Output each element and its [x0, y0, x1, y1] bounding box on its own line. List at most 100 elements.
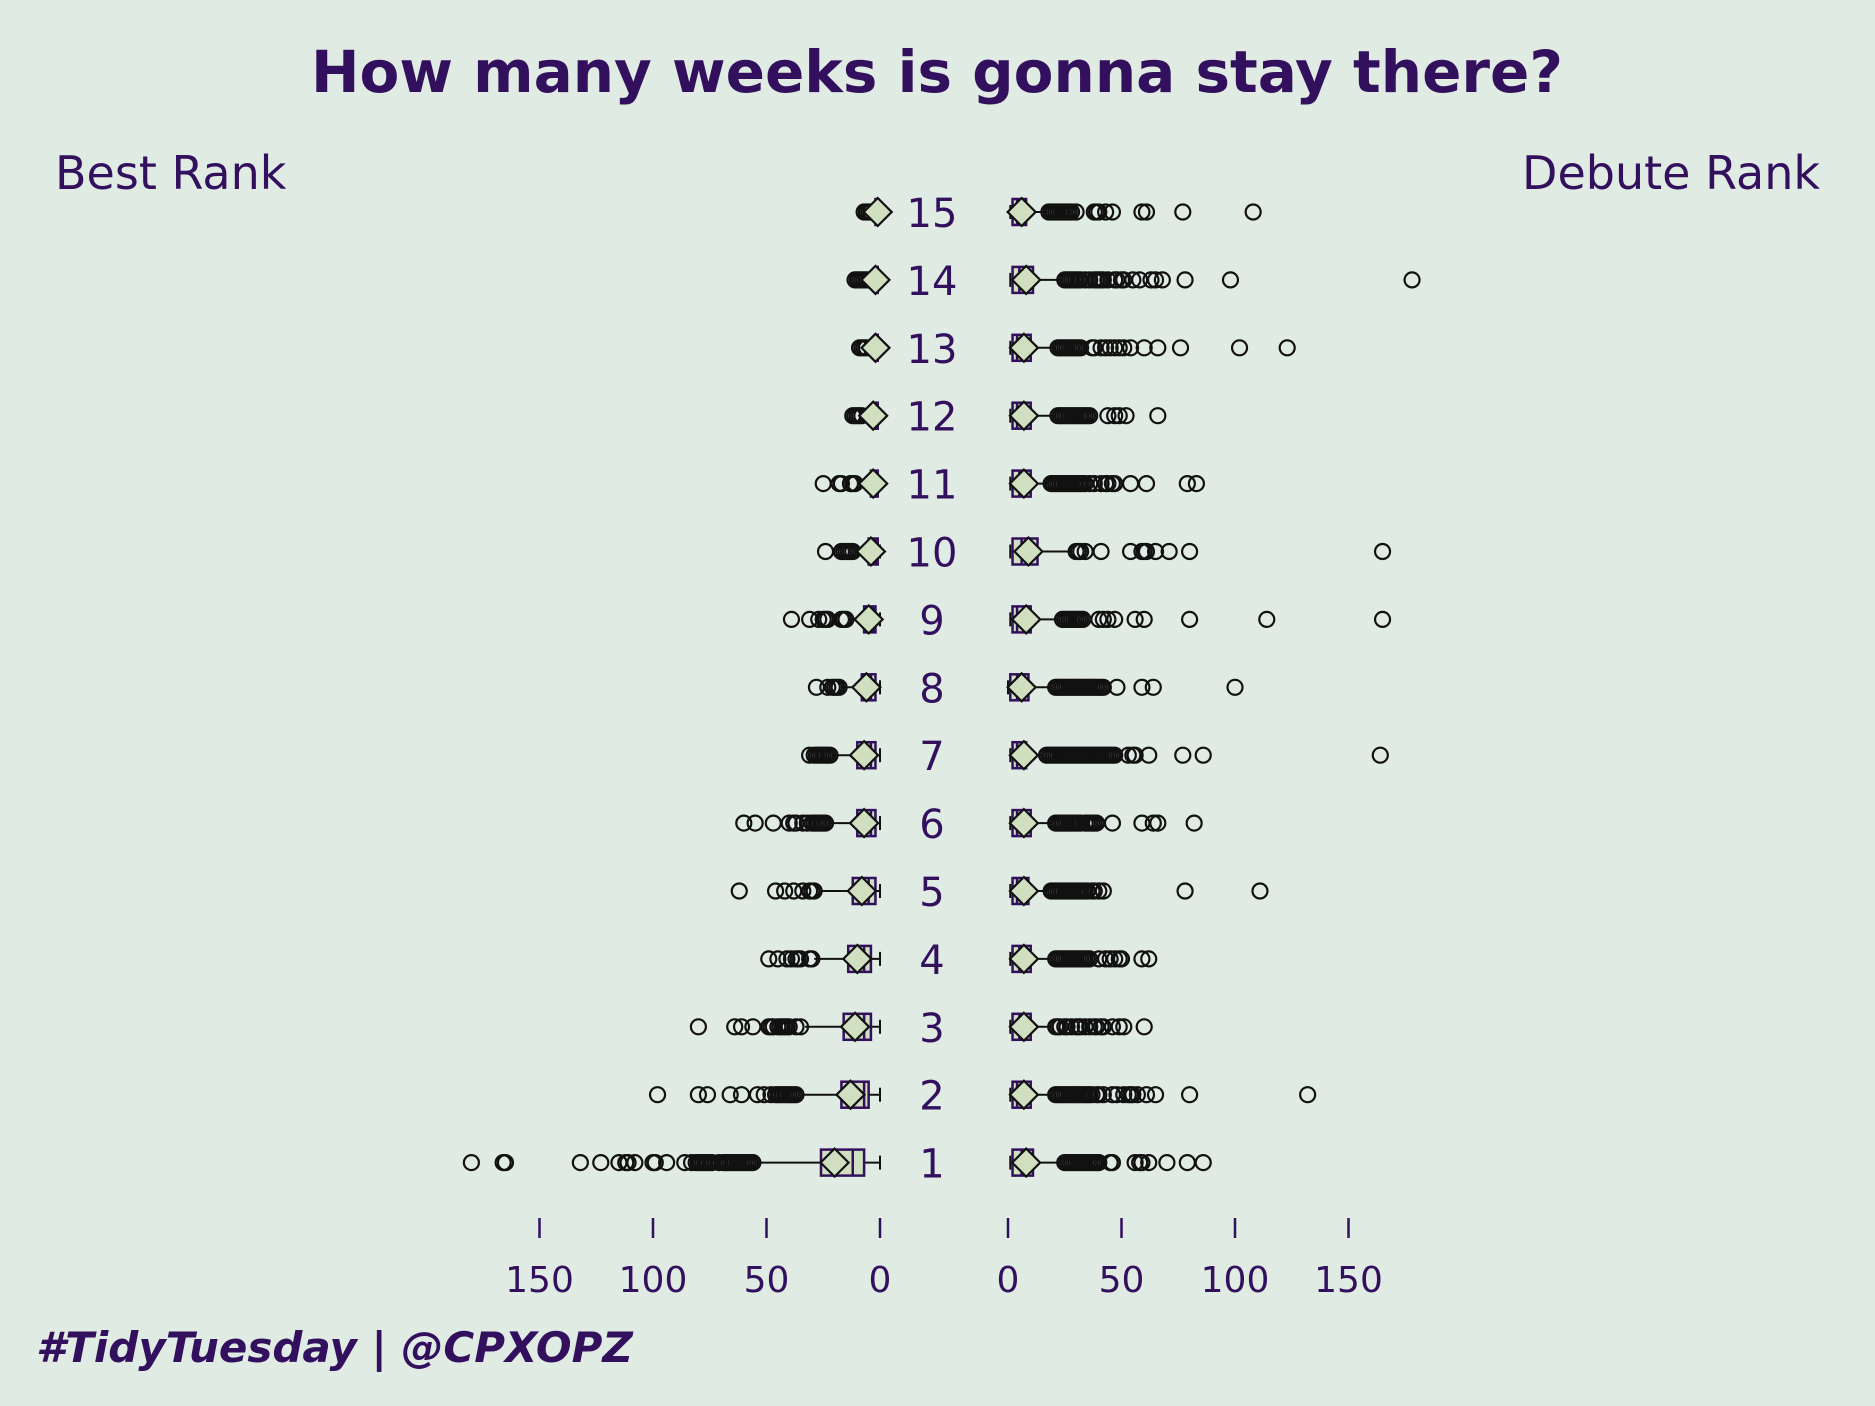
debute-rank-outlier-point — [1126, 746, 1144, 764]
debute-rank-outlier-point — [1083, 1086, 1101, 1104]
best-rank-outlier-point — [776, 882, 794, 900]
debute-rank-outlier-point — [1106, 610, 1124, 629]
debute-rank-outlier-point — [1099, 475, 1117, 493]
rank-label-3: 3 — [919, 1006, 944, 1052]
debute-rank-outlier-point — [1373, 610, 1392, 629]
debute-rank-outlier-point — [1226, 678, 1244, 696]
debute-rank-mean-marker — [1008, 1079, 1040, 1111]
debute-rank-outlier-point — [1258, 610, 1276, 629]
rank-label-4: 4 — [919, 938, 944, 984]
debute-rank-outlier-point — [1230, 339, 1249, 357]
debute-rank-outlier-point — [1103, 814, 1122, 832]
debute-rank-outlier-point — [1094, 882, 1112, 900]
debute-rank-row-1 — [1009, 1147, 1212, 1179]
x-axes: 0 50 100 150 0 50 100 150 — [505, 1218, 1383, 1301]
best-rank-outlier-point — [735, 814, 753, 832]
best-rank-mean-marker — [841, 943, 873, 975]
debute-rank-outlier-point — [1187, 475, 1206, 493]
debute-rank-axis-tick-label: 150 — [1314, 1260, 1383, 1301]
best-rank-row-11 — [814, 468, 889, 500]
debute-rank-mean-marker — [1008, 468, 1040, 500]
best-rank-outlier-point — [619, 1153, 637, 1172]
best-rank-axis-tick-label: 0 — [869, 1260, 892, 1301]
debute-rank-row-10 — [1009, 535, 1392, 568]
best-rank-row-12 — [844, 400, 889, 432]
best-rank-row-2 — [648, 1079, 881, 1111]
debute-rank-outlier-point — [1099, 407, 1117, 425]
best-rank-mean-marker — [819, 1147, 851, 1179]
best-rank-outlier-point — [794, 882, 812, 900]
debute-rank-row-11 — [1008, 468, 1206, 500]
debute-rank-outlier-point — [1106, 950, 1124, 968]
debute-rank-outlier-point — [1140, 1153, 1158, 1172]
debute-rank-row-6 — [1008, 807, 1203, 839]
debute-rank-outlier-point — [1194, 1153, 1212, 1172]
best-rank-outlier-point — [791, 950, 810, 968]
debute-rank-axis-tick-label: 50 — [1099, 1260, 1145, 1301]
debute-rank-row-12 — [1008, 400, 1167, 432]
debute-rank-mean-marker — [1008, 332, 1040, 364]
rank-label-5: 5 — [919, 870, 944, 916]
debute-rank-outlier-point — [1092, 542, 1110, 561]
rank-label-15: 15 — [907, 191, 958, 237]
best-rank-mean-marker — [862, 196, 894, 228]
debute-rank-outlier-point — [1094, 1086, 1112, 1104]
best-rank-outlier-point — [810, 610, 828, 629]
debute-rank-mean-marker — [1008, 400, 1040, 432]
debute-rank-outlier-point — [1137, 542, 1156, 561]
debute-rank-mean-marker — [1008, 1011, 1040, 1043]
debute-rank-outlier-point — [1106, 407, 1124, 425]
best-rank-axis-tick-label: 150 — [505, 1260, 574, 1301]
best-rank-outlier-point — [816, 814, 835, 832]
debute-rank-outlier-point — [1251, 882, 1269, 900]
rank-label-10: 10 — [907, 531, 958, 577]
best-rank-outlier-point — [746, 814, 764, 832]
debute-rank-outlier-point — [1144, 814, 1162, 832]
debute-rank-outlier-point — [1062, 203, 1081, 221]
debute-rank-outlier-point — [1103, 1153, 1122, 1172]
rank-label-11: 11 — [907, 463, 958, 509]
best-rank-outlier-point — [819, 678, 837, 696]
best-rank-row-10 — [816, 535, 887, 568]
debute-rank-outlier-point — [1106, 746, 1124, 764]
debute-rank-row-9 — [1009, 603, 1392, 635]
debute-rank-mean-marker — [1010, 1147, 1042, 1179]
best-rank-outlier-point — [830, 678, 848, 696]
best-rank-outlier-point — [496, 1153, 515, 1172]
best-rank-outlier-point — [462, 1153, 480, 1172]
best-rank-outlier-point — [766, 882, 785, 900]
best-rank-outlier-point — [778, 950, 796, 968]
debute-rank-outlier-point — [1146, 271, 1165, 289]
debute-rank-outlier-point — [1112, 950, 1131, 968]
debute-rank-mean-marker — [1006, 671, 1038, 703]
debute-rank-outlier-point — [1299, 1086, 1317, 1104]
best-rank-outlier-point — [744, 1153, 762, 1172]
best-rank-outlier-point — [726, 1018, 744, 1036]
debute-rank-outlier-point — [1135, 610, 1153, 629]
best-rank-outlier-point — [769, 950, 787, 968]
debute-rank-mean-marker — [1008, 807, 1040, 839]
best-rank-outlier-point — [721, 1086, 739, 1104]
best-rank-row-14 — [846, 264, 892, 296]
debute-rank-outlier-point — [1117, 407, 1135, 425]
debute-rank-outlier-point — [1101, 339, 1119, 357]
debute-rank-outlier-point — [1135, 339, 1153, 357]
best-rank-outlier-point — [730, 882, 748, 900]
debute-rank-outlier-point — [1072, 339, 1090, 357]
debute-rank-outlier-point — [1067, 203, 1085, 221]
debute-rank-outlier-point — [1142, 271, 1160, 289]
rank-label-6: 6 — [919, 802, 944, 848]
debute-rank-outlier-point — [1124, 1086, 1142, 1104]
best-rank-row-1 — [462, 1147, 881, 1179]
rank-label-9: 9 — [919, 598, 944, 644]
best-rank-outlier-point — [689, 1086, 708, 1104]
debute-rank-row-13 — [1008, 332, 1296, 364]
debute-rank-outlier-point — [1094, 610, 1112, 629]
debute-rank-outlier-point — [1081, 407, 1099, 425]
best-rank-outlier-point — [821, 746, 839, 764]
best-rank-mean-marker — [846, 875, 878, 907]
debute-rank-outlier-point — [1137, 203, 1156, 221]
best-rank-outlier-point — [787, 1086, 805, 1104]
